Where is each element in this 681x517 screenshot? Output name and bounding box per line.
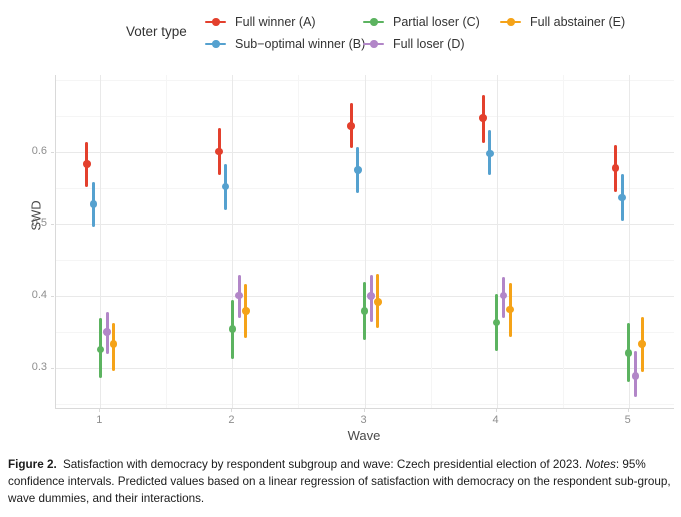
gridline-minor-v	[562, 75, 564, 408]
data-point	[486, 149, 494, 158]
gridline-minor-v	[298, 75, 300, 408]
data-point	[638, 340, 646, 348]
legend-item-label: Full winner (A)	[235, 14, 316, 29]
legend-key-icon	[205, 35, 226, 52]
data-point	[109, 340, 118, 348]
data-point	[374, 298, 382, 306]
caption-body: Satisfaction with democracy by responden…	[59, 458, 586, 471]
data-point	[631, 372, 640, 380]
caption-notes-label: Notes	[585, 458, 616, 471]
y-tick-mark	[51, 296, 54, 297]
caption-notes-body: : 95% confidence intervals. Predicted va…	[8, 458, 671, 505]
y-tick-mark	[51, 368, 54, 369]
legend-dot-icon	[370, 18, 378, 26]
data-point	[96, 345, 105, 354]
data-point	[611, 164, 620, 172]
data-point	[618, 193, 626, 202]
x-tick-mark	[363, 409, 365, 412]
legend-item: Sub−optimal winner (B)	[205, 35, 365, 52]
y-tick-label: 0.5	[31, 217, 47, 229]
legend-dot-icon	[507, 18, 515, 26]
legend-item-label: Partial loser (C)	[393, 14, 480, 29]
data-point	[354, 166, 362, 174]
x-tick-mark	[627, 409, 629, 412]
legend-key-icon	[363, 35, 384, 52]
legend-item: Partial loser (C)	[363, 13, 480, 30]
gridline-major-v	[100, 75, 102, 408]
legend-title: Voter type	[126, 24, 187, 39]
legend-key-icon	[363, 13, 384, 30]
gridline-major-v	[496, 75, 498, 408]
y-tick-mark	[51, 224, 54, 225]
data-point	[235, 291, 243, 300]
legend-item: Full winner (A)	[205, 13, 316, 30]
data-point	[492, 318, 501, 327]
data-point	[103, 328, 111, 336]
y-tick-mark	[51, 152, 54, 153]
legend-item: Full loser (D)	[363, 35, 465, 52]
data-point	[89, 200, 98, 208]
legend-dot-icon	[212, 40, 220, 48]
data-point	[215, 147, 223, 156]
gridline-minor-v	[430, 75, 432, 408]
legend-key-icon	[205, 13, 226, 30]
x-tick-label: 2	[228, 414, 235, 426]
legend-key-icon	[500, 13, 521, 30]
x-tick-label: 4	[492, 414, 499, 426]
data-point	[221, 182, 230, 191]
data-point	[499, 291, 508, 300]
legend-dot-icon	[212, 18, 220, 26]
x-tick-mark	[99, 409, 101, 412]
data-point	[367, 292, 375, 300]
x-tick-mark	[495, 409, 497, 412]
y-tick-label: 0.4	[31, 289, 47, 301]
y-tick-label: 0.6	[31, 145, 47, 157]
x-axis-title: Wave	[347, 428, 381, 443]
gridline-major-v	[364, 75, 366, 408]
plot-panel	[55, 75, 674, 409]
legend-dot-icon	[370, 40, 378, 48]
data-point	[624, 349, 633, 357]
legend-item-label: Full loser (D)	[393, 36, 465, 51]
caption-figure-label: Figure 2.	[8, 458, 57, 471]
gridline-major-v	[628, 75, 630, 408]
data-point	[506, 305, 514, 314]
data-point	[242, 307, 250, 315]
data-point	[360, 307, 369, 315]
legend-item: Full abstainer (E)	[500, 13, 625, 30]
x-tick-label: 3	[360, 414, 367, 426]
x-tick-mark	[231, 409, 233, 412]
x-tick-label: 5	[624, 414, 631, 426]
figure-caption: Figure 2. Satisfaction with democracy by…	[8, 456, 672, 507]
legend-item-label: Sub−optimal winner (B)	[235, 36, 366, 51]
data-point	[479, 114, 487, 122]
data-point	[228, 325, 237, 333]
x-tick-label: 1	[96, 414, 103, 426]
y-axis-title: SWD	[28, 200, 44, 231]
data-point	[83, 160, 91, 168]
legend-item-label: Full abstainer (E)	[530, 14, 626, 29]
gridline-minor-v	[166, 75, 168, 408]
data-point	[347, 122, 355, 130]
gridline-major-v	[232, 75, 234, 408]
y-tick-label: 0.3	[31, 361, 47, 373]
